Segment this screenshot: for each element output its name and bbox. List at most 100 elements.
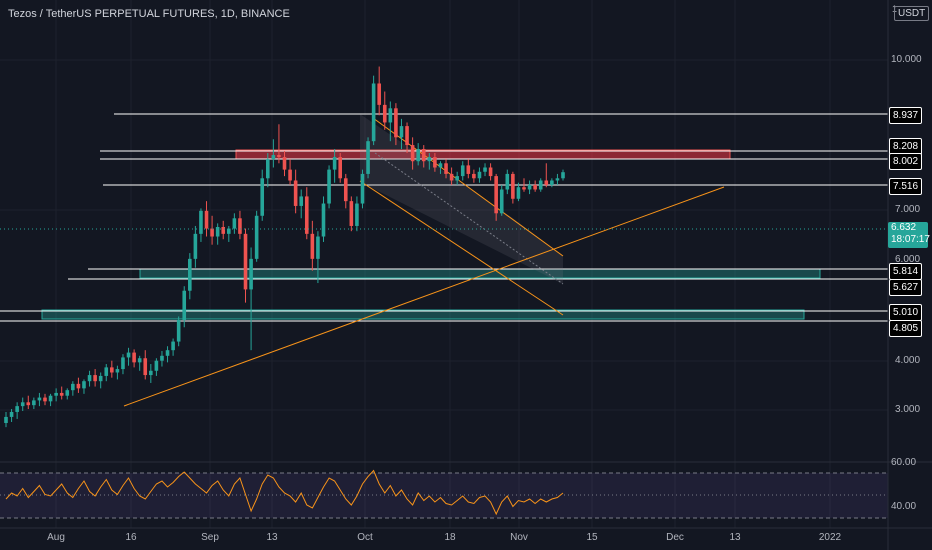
chart-title: Tezos / TetherUS PERPETUAL FUTURES, 1D, … — [8, 8, 290, 20]
candle-body — [416, 149, 420, 162]
candle-body — [59, 392, 64, 396]
candle-body — [37, 397, 42, 401]
falling-channel[interactable] — [359, 117, 564, 316]
candle-body — [260, 178, 265, 216]
candle-body — [299, 196, 304, 206]
candle-body — [115, 369, 120, 373]
candle-body — [243, 233, 248, 290]
candle-body — [204, 210, 209, 229]
candle-body — [26, 402, 31, 406]
candle-body — [338, 157, 342, 179]
candle-body — [527, 184, 532, 190]
candle-body — [188, 258, 192, 291]
candle-body — [494, 176, 498, 214]
candlesticks — [4, 66, 565, 428]
current-price-badge: 6.632 18:07:17 — [888, 222, 930, 248]
candle-body — [98, 375, 103, 382]
candle-body — [371, 83, 376, 142]
candle-body — [511, 173, 515, 199]
candle-body — [238, 218, 242, 234]
candle-body — [265, 159, 270, 179]
candle-body — [165, 350, 170, 356]
candle-body — [76, 383, 81, 389]
candle-body — [271, 155, 276, 160]
channel-fill — [360, 114, 563, 284]
support-zone-upper[interactable] — [139, 268, 821, 279]
level-label-8002[interactable]: 8.002 — [889, 153, 923, 170]
candle-body — [227, 228, 231, 234]
candle-body — [550, 180, 554, 185]
candle-body — [472, 173, 476, 179]
candle-body — [160, 355, 164, 361]
candle-body — [171, 341, 175, 351]
candle-body — [433, 157, 437, 168]
candle-body — [4, 416, 8, 423]
support-zone-lower[interactable] — [41, 309, 805, 320]
candle-body — [293, 180, 298, 206]
candle-body — [32, 400, 36, 406]
time-tick-label: 15 — [586, 532, 598, 543]
candle-body — [561, 172, 565, 179]
level-label-5010[interactable]: 5.010 — [889, 304, 923, 321]
candle-body — [483, 167, 487, 172]
candle-body — [87, 375, 92, 382]
candle-body — [154, 360, 159, 371]
bar-countdown: 18:07:17 — [891, 234, 930, 245]
current-price-value: 6.632 — [891, 222, 917, 233]
candle-body — [343, 178, 348, 202]
candle-body — [538, 180, 543, 190]
candle-body — [254, 215, 259, 259]
level-label-7516[interactable]: 7.516 — [889, 178, 923, 195]
candle-body — [533, 184, 537, 190]
candle-body — [176, 320, 181, 342]
rsi-lower-label: 40.00 — [891, 501, 917, 512]
currency-button[interactable]: USDT — [894, 6, 930, 21]
ascending-trendline[interactable] — [123, 186, 725, 407]
candle-body — [405, 126, 409, 146]
candle-body — [193, 233, 198, 259]
candle-body — [277, 155, 281, 158]
candle-body — [20, 402, 25, 407]
time-tick-label: 13 — [266, 532, 278, 543]
candle-body — [121, 357, 125, 370]
candle-body — [199, 210, 203, 234]
candle-body — [522, 187, 526, 190]
time-tick-label: Aug — [47, 532, 65, 543]
candle-body — [388, 108, 393, 123]
candle-body — [65, 390, 70, 396]
candle-body — [43, 397, 47, 402]
candle-body — [104, 367, 109, 376]
candle-body — [377, 83, 381, 105]
price-tick-label: 3.000 — [895, 404, 921, 415]
candle-body — [82, 381, 86, 389]
level-label-4805[interactable]: 4.805 — [889, 320, 923, 337]
candle-body — [427, 157, 432, 162]
time-tick-label: 2022 — [818, 532, 842, 543]
candle-body — [215, 227, 220, 237]
level-label-5627[interactable]: 5.627 — [889, 279, 923, 296]
candle-body — [438, 163, 443, 168]
level-label-8937[interactable]: 8.937 — [889, 107, 923, 124]
candle-body — [137, 358, 142, 363]
candle-body — [71, 383, 75, 391]
candle-body — [516, 187, 521, 199]
candle-body — [488, 167, 493, 177]
candle-body — [221, 227, 226, 234]
candle-body — [421, 149, 426, 162]
grid — [0, 0, 888, 528]
time-tick-label: Nov — [510, 532, 528, 543]
candle-body — [316, 236, 320, 259]
candle-body — [9, 411, 14, 417]
candle-body — [555, 178, 560, 181]
price-tick-label: 6.000 — [895, 254, 921, 265]
level-label-5814[interactable]: 5.814 — [889, 263, 923, 280]
time-tick-label: Oct — [357, 532, 373, 543]
candle-body — [332, 157, 337, 170]
candle-body — [48, 395, 53, 402]
candle-body — [394, 108, 398, 138]
candle-body — [149, 370, 153, 376]
candle-body — [232, 218, 237, 229]
candle-body — [327, 169, 331, 204]
